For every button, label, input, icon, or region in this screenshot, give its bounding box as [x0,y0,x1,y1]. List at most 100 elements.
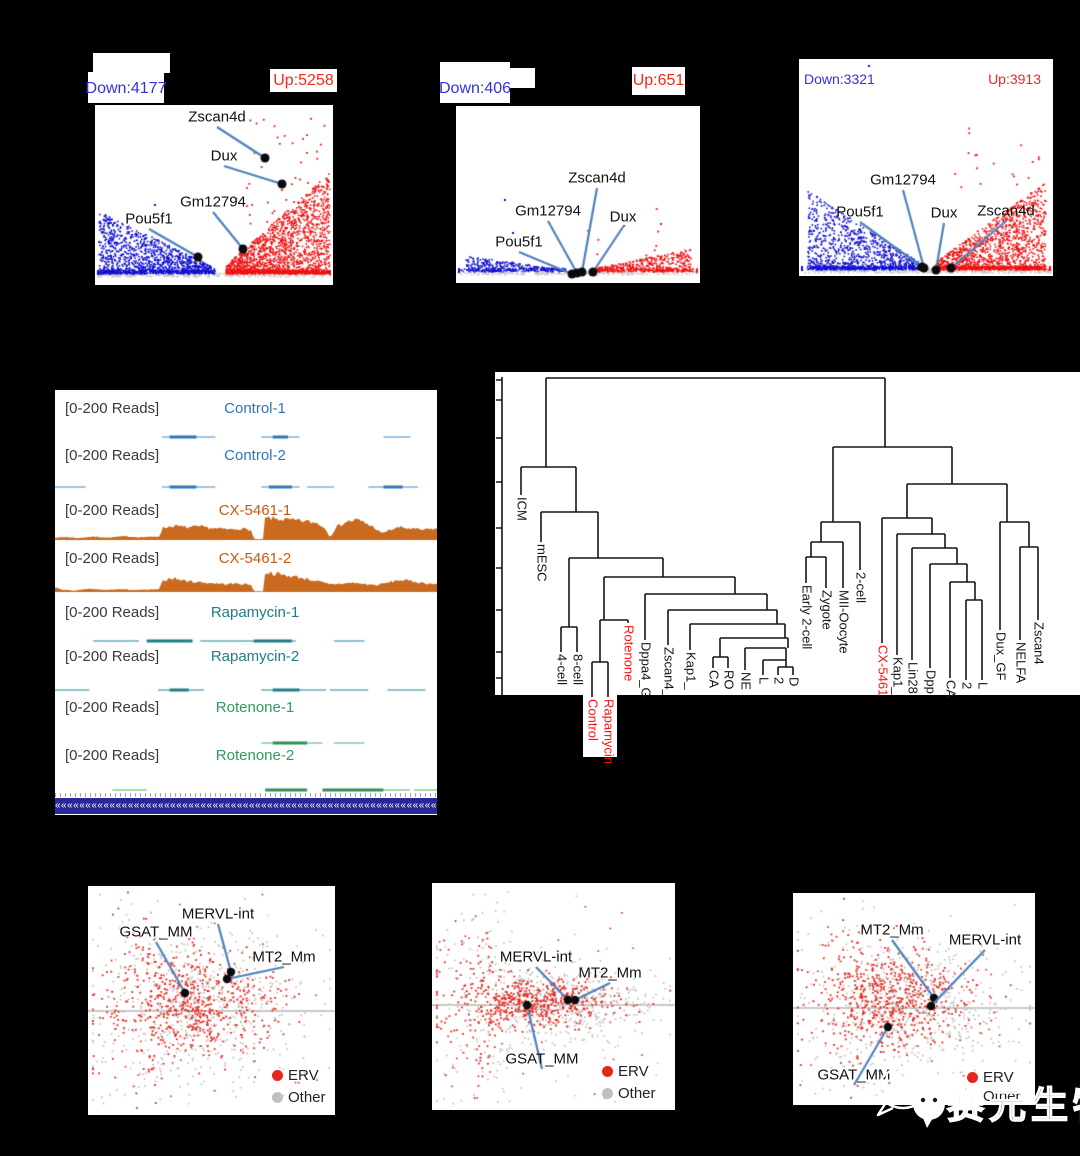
legend-dot [272,1070,283,1081]
track-range-label: [0-200 Reads] [65,447,160,464]
track-name: Rapamycin-2 [210,648,300,665]
legend-item-other: Other [602,1085,656,1102]
dendrogram-leaf-label: Zscan4_ [662,647,677,698]
up-count-badge: Up:651 [632,67,685,95]
track-name: Control-2 [224,447,286,464]
dendrogram-leaf-label: 8-cell [571,654,586,685]
track-name: Rotenone-1 [215,699,295,716]
legend-label: Other [288,1089,326,1106]
gene-label: Dux [210,147,238,165]
legend-item-erv: ERV [272,1067,319,1084]
track-name: CX-5461-2 [218,550,292,567]
dendrogram-leaf-label: Dppa4_G [639,642,654,698]
gene-label: Pou5f1 [495,233,543,251]
dendrogram-leaf-label: Zscan4 [1032,622,1047,665]
wechat-icon [876,1066,945,1128]
dendrogram-leaf-label: CX-5461 [876,645,891,696]
gene-label: Gm12794 [515,202,581,220]
track-name: Rotenone-2 [215,747,295,764]
legend-item-other: Other [967,1088,1021,1105]
dendrogram-leaf-label: Control [586,699,601,741]
legend-dot [602,1066,613,1077]
gene-label: GSAT_MM [817,1066,891,1084]
gene-label: GSAT_MM [119,923,193,941]
dendrogram-leaf-label: Kap1_ [684,652,699,690]
dendrogram-leaf-label: NELFA [1014,642,1029,684]
legend-label: Other [983,1088,1021,1105]
dendrogram-leaf-label: Rotenone [622,625,637,681]
track-name: CX-5461-1 [218,502,292,519]
track-range-label: [0-200 Reads] [65,550,160,567]
dendrogram-leaf-label: Kap1_ [891,657,906,695]
stray-white-box [510,68,535,88]
dendrogram-leaf-label: CA [944,680,959,698]
down-count-label: Down:406 [438,80,512,97]
legend-dot [602,1088,613,1099]
legend-item-erv: ERV [967,1069,1014,1086]
legend-label: ERV [983,1069,1014,1086]
track-name: Control-1 [224,400,286,417]
dendrogram-leaf-label: Dux_GF [994,632,1009,680]
track-range-label: [0-200 Reads] [65,604,160,621]
dendrogram-leaf-label: RO [722,670,737,690]
track-range-label: [0-200 Reads] [65,400,160,417]
dendrogram-leaf-label: mESC [535,544,550,582]
dendrogram-leaf-label: L [757,677,772,684]
dendrogram-leaf-label: Lin28 [906,662,921,694]
gene-annotation-bar: ««««««««««««««««««««««««««««««««««««««««… [55,798,437,814]
track-range-label: [0-200 Reads] [65,699,160,716]
gene-label: Zscan4d [188,108,246,126]
ma-panel-ma2: MERVL-int MT2_Mm GSAT_MM ERV Other [432,883,675,1110]
ma-canvas [88,886,335,1115]
gene-label: Dux [930,204,958,222]
dendrogram-leaf-label: Dpp [924,670,939,694]
dendrogram-axis [496,377,503,695]
watermark: 赛元生物 [876,1066,1080,1128]
dendrogram-tree [520,377,1039,697]
gene-label: MT2_Mm [860,921,924,939]
track-range-label: [0-200 Reads] [65,648,160,665]
gene-label: MT2_Mm [578,964,642,982]
gene-label: Gm12794 [870,171,936,189]
dendrogram-leaf-label: D [787,677,802,686]
stray-white-box [93,53,170,73]
gene-label: MERVL-int [181,905,255,923]
down-count-badge: Down:4177 [86,72,166,103]
legend-dot [967,1091,978,1102]
down-count-label: Down:3321 [804,71,875,87]
legend-label: ERV [288,1067,319,1084]
legend-label: Other [618,1085,656,1102]
dendrogram-leaf-label: 4-cell [555,654,570,685]
dendrogram-leaf-label: NE [739,672,754,690]
dendrogram-leaf-label: 2 [960,682,975,689]
gene-label: MERVL-int [948,931,1022,949]
volcano-panel-volcano2: Zscan4d Gm12794 Dux Pou5f1 [456,106,700,283]
gene-label: Zscan4d [568,169,626,187]
gene-label: MERVL-int [499,948,573,966]
legend-item-erv: ERV [602,1063,649,1080]
dendrogram-leaf-label: Rapamycin [602,699,617,764]
gene-label: Gm12794 [180,193,246,211]
up-count-badge: Up:5258 [270,69,337,92]
gene-label: Pou5f1 [836,203,884,221]
gene-label: MT2_Mm [252,948,316,966]
gene-label: Pou5f1 [125,210,173,228]
volcano-canvas [799,59,1053,276]
gene-bar-ticks [55,793,437,797]
up-count-label: Up:5258 [273,71,334,89]
gene-label: Dux [609,208,637,226]
watermark-text: 赛元生物 [947,1085,1080,1126]
legend-dot [967,1072,978,1083]
dendrogram-leaf-label: Zygote [820,590,835,630]
dendrogram-leaf-label: 2-cell [854,572,869,603]
ma-canvas [432,883,675,1110]
legend-label: ERV [618,1063,649,1080]
volcano-canvas [95,105,333,285]
ma-panel-ma1: MERVL-int GSAT_MM MT2_Mm ERV Other [88,886,335,1115]
dendrogram-leaf-label: CA [707,670,722,688]
track-range-label: [0-200 Reads] [65,502,160,519]
gene-label: GSAT_MM [505,1050,579,1068]
gene-label: Zscan4d [977,202,1035,220]
legend-dot [272,1092,283,1103]
